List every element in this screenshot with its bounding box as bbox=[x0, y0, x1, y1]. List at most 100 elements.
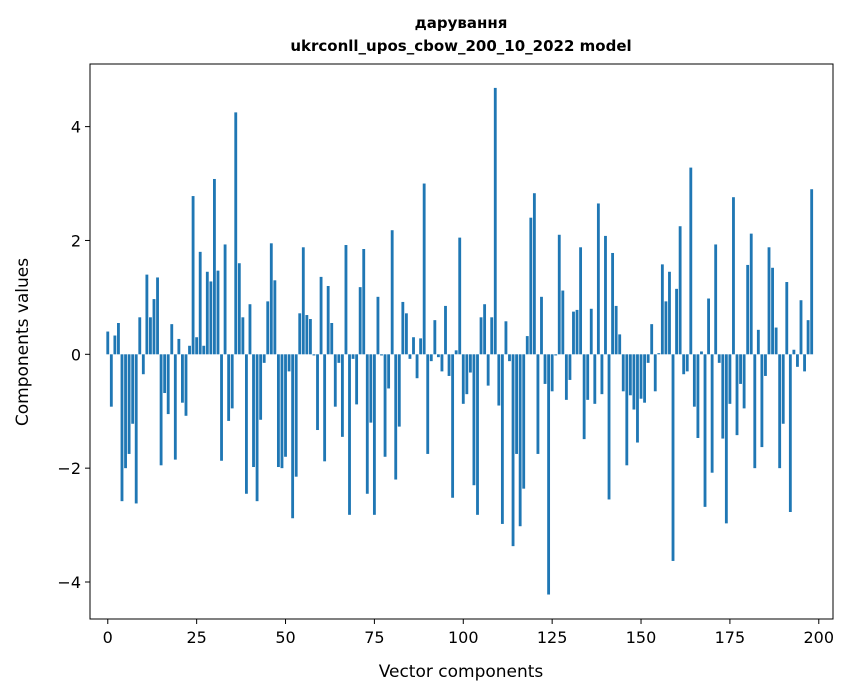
bar bbox=[326, 286, 330, 355]
x-tick-label: 125 bbox=[537, 628, 568, 647]
bar bbox=[735, 354, 739, 436]
bar bbox=[141, 354, 145, 375]
bar bbox=[564, 354, 568, 400]
bar bbox=[198, 251, 202, 355]
bar bbox=[245, 354, 248, 494]
bar bbox=[106, 331, 110, 355]
bar bbox=[760, 354, 764, 448]
bar bbox=[376, 296, 380, 355]
bar bbox=[696, 354, 700, 438]
bar bbox=[785, 282, 789, 355]
bar bbox=[643, 354, 646, 403]
x-tick-label: 150 bbox=[626, 628, 657, 647]
bar bbox=[692, 354, 696, 407]
bar bbox=[703, 354, 707, 507]
bar bbox=[749, 233, 753, 355]
bar bbox=[714, 244, 718, 355]
bar bbox=[753, 354, 757, 469]
bar bbox=[476, 354, 479, 515]
bar bbox=[209, 281, 213, 355]
bar bbox=[163, 354, 167, 394]
bar bbox=[280, 354, 284, 469]
bar bbox=[621, 354, 625, 392]
bar bbox=[529, 217, 533, 355]
bar bbox=[628, 354, 632, 396]
bar bbox=[188, 345, 191, 355]
bar bbox=[650, 324, 654, 355]
bar bbox=[582, 354, 586, 440]
bar bbox=[348, 354, 351, 515]
chart-title: дарування bbox=[415, 14, 508, 32]
y-tick-label: −2 bbox=[57, 459, 81, 478]
bar bbox=[401, 301, 405, 355]
bar bbox=[657, 353, 661, 355]
bar bbox=[387, 354, 391, 389]
bar bbox=[504, 321, 508, 355]
x-tick-label: 75 bbox=[364, 628, 384, 647]
bar bbox=[426, 354, 430, 454]
bar bbox=[803, 354, 806, 372]
bar bbox=[710, 354, 714, 473]
x-tick-label: 50 bbox=[275, 628, 295, 647]
bar bbox=[689, 167, 693, 355]
bar bbox=[678, 226, 682, 355]
bar bbox=[262, 354, 266, 363]
bar bbox=[764, 354, 767, 376]
bar bbox=[550, 354, 554, 392]
bar bbox=[220, 354, 223, 461]
bar bbox=[436, 354, 440, 358]
bar bbox=[639, 354, 643, 399]
bar bbox=[404, 313, 408, 355]
bar bbox=[259, 354, 263, 420]
bar bbox=[614, 305, 618, 355]
bar bbox=[465, 354, 469, 395]
bar bbox=[323, 354, 327, 462]
bar bbox=[540, 296, 543, 355]
bar bbox=[191, 196, 195, 355]
bar bbox=[369, 354, 373, 423]
bar bbox=[355, 354, 359, 405]
bar bbox=[358, 287, 362, 355]
bar bbox=[728, 354, 732, 404]
bar bbox=[173, 354, 177, 460]
bar bbox=[120, 354, 124, 502]
bar bbox=[202, 345, 206, 355]
bar bbox=[241, 317, 245, 355]
bar bbox=[472, 354, 476, 486]
bar bbox=[308, 319, 312, 355]
bar bbox=[380, 354, 383, 356]
y-tick-label: 2 bbox=[71, 231, 81, 250]
bar bbox=[138, 317, 142, 355]
bar bbox=[266, 301, 270, 355]
bar bbox=[771, 267, 774, 355]
bar bbox=[205, 271, 209, 355]
bar bbox=[717, 354, 721, 363]
bar bbox=[109, 354, 113, 407]
bar bbox=[561, 290, 565, 355]
bar bbox=[344, 245, 348, 355]
x-axis-label: Vector components bbox=[379, 662, 544, 682]
bar bbox=[593, 354, 597, 404]
bar bbox=[216, 270, 220, 355]
bar bbox=[724, 354, 728, 524]
bar bbox=[500, 354, 504, 524]
bar bbox=[486, 354, 490, 386]
bar bbox=[497, 354, 501, 406]
bar bbox=[806, 320, 810, 355]
bar bbox=[227, 354, 231, 421]
bar bbox=[554, 354, 558, 356]
bar bbox=[739, 354, 742, 384]
bar bbox=[767, 247, 771, 355]
bar bbox=[422, 183, 426, 355]
bar bbox=[721, 354, 725, 439]
bars-group bbox=[106, 87, 814, 595]
bar bbox=[170, 324, 174, 355]
bar bbox=[337, 354, 341, 363]
bar bbox=[799, 300, 803, 355]
bar bbox=[145, 274, 149, 355]
bar bbox=[483, 304, 487, 355]
bar bbox=[291, 354, 295, 519]
y-axis: −4 −2 0 2 4 bbox=[57, 118, 90, 592]
bar bbox=[518, 354, 522, 527]
bar bbox=[479, 317, 483, 355]
